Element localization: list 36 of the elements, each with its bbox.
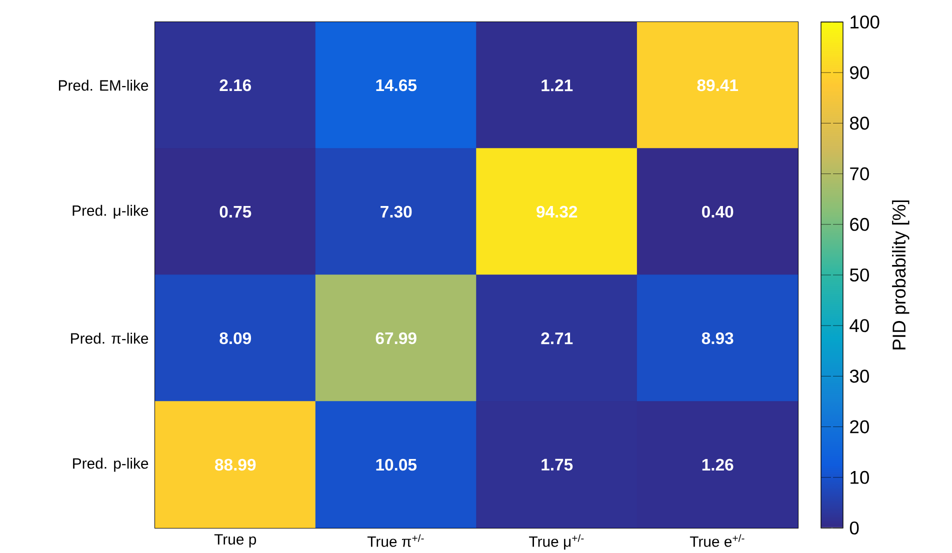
data-label: 2.16 bbox=[220, 79, 252, 92]
color-bar-label: 100 bbox=[850, 15, 880, 29]
color-bar-label: 20 bbox=[850, 420, 869, 434]
y-tick-label: Pred. π-like bbox=[71, 332, 148, 344]
color-bar-label: 0 bbox=[850, 521, 859, 535]
data-label: 8.93 bbox=[702, 332, 734, 344]
color-bar-label: 70 bbox=[850, 167, 869, 180]
color-bar-label: 80 bbox=[850, 116, 869, 130]
data-label: 7.30 bbox=[380, 206, 412, 218]
data-label: 14.65 bbox=[376, 79, 417, 92]
data-label: 1.21 bbox=[542, 79, 573, 92]
data-label: 94.32 bbox=[536, 206, 578, 218]
y-tick-label: Pred. μ-like bbox=[72, 204, 148, 219]
x-tick-label: True π$^{+/-}$ bbox=[367, 534, 424, 547]
color-bar-label: 50 bbox=[850, 268, 869, 282]
data-label: 0.40 bbox=[702, 206, 734, 218]
y-tick-label: Pred. EM-like bbox=[58, 80, 148, 91]
data-label: 1.26 bbox=[702, 458, 734, 471]
data-label: 2.71 bbox=[541, 332, 573, 344]
color-bar-label: 90 bbox=[850, 66, 869, 80]
color-bar-label: 30 bbox=[850, 370, 869, 383]
color-bar-label: 40 bbox=[850, 319, 869, 332]
color-bar-label: 60 bbox=[850, 218, 869, 231]
data-label: 0.75 bbox=[220, 206, 252, 218]
data-label: 88.99 bbox=[215, 458, 256, 471]
color-bar-label: 10 bbox=[850, 470, 869, 484]
data-label: 10.05 bbox=[376, 458, 417, 471]
x-tick-label: True μ$^{+/-}$ bbox=[529, 534, 584, 550]
data-label: 67.99 bbox=[376, 332, 416, 344]
data-label: 89.41 bbox=[697, 79, 738, 92]
x-tick-label: True e$^{+/-}$ bbox=[690, 534, 744, 547]
color-bar-title: PID probability [%] bbox=[892, 200, 910, 350]
data-label: 8.09 bbox=[220, 332, 252, 344]
y-tick-label: Pred. p-like bbox=[73, 458, 148, 472]
x-tick-label: True p bbox=[214, 534, 256, 548]
data-label: 1.75 bbox=[542, 458, 573, 471]
